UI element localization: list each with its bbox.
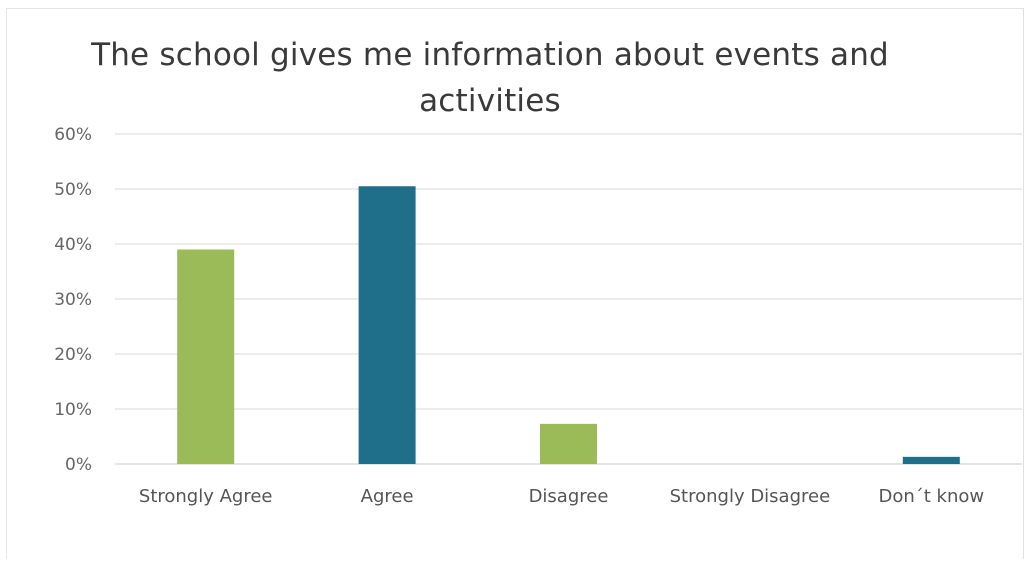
y-axis-ticks: 0% 10% 20% 30% 40% 50% 60% xyxy=(54,125,92,475)
y-tick-label: 60% xyxy=(54,125,92,145)
bars xyxy=(177,186,960,464)
chart-frame xyxy=(6,8,1024,559)
chart-title: The school gives me information about ev… xyxy=(91,37,889,119)
x-category-label: Strongly Disagree xyxy=(670,486,831,507)
x-category-label: Disagree xyxy=(529,486,609,507)
bar-agree xyxy=(358,186,416,464)
y-tick-label: 0% xyxy=(65,455,92,475)
y-tick-label: 30% xyxy=(54,290,92,310)
x-axis-labels: Strongly Agree Agree Disagree Strongly Disa… xyxy=(139,486,984,507)
x-category-label: Don´t know xyxy=(878,486,984,507)
y-tick-label: 20% xyxy=(54,345,92,365)
y-tick-label: 40% xyxy=(54,235,92,255)
bar-disagree xyxy=(540,423,597,464)
x-category-label: Agree xyxy=(361,486,414,507)
bar-strongly-agree xyxy=(177,249,235,464)
x-category-label: Strongly Agree xyxy=(139,486,273,507)
bar-don-t-know xyxy=(902,456,960,464)
y-tick-label: 10% xyxy=(54,400,92,420)
gridlines xyxy=(115,133,1022,465)
y-tick-label: 50% xyxy=(54,180,92,200)
